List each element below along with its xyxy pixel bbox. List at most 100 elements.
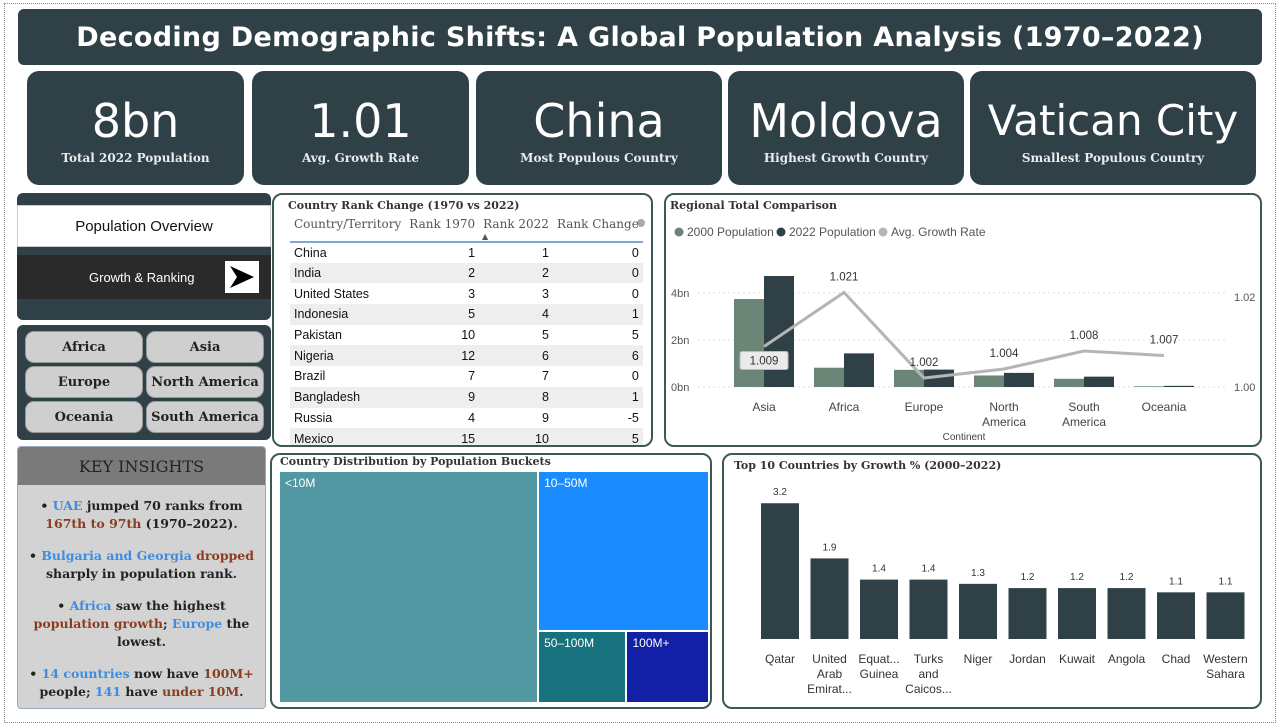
table-cell: 4 bbox=[468, 410, 476, 425]
table-cell: 1 bbox=[468, 245, 476, 260]
table-cell: 6 bbox=[552, 345, 643, 367]
table-row[interactable]: Brazil 7 7 0 bbox=[290, 366, 643, 387]
legend-label: Avg. Growth Rate bbox=[891, 225, 986, 239]
slicer-south-america-button[interactable]: South America bbox=[146, 401, 264, 433]
table-row[interactable]: United States 3 3 0 bbox=[290, 283, 643, 304]
table-row[interactable]: Pakistan 10 5 5 bbox=[290, 325, 643, 346]
x-tick-label: America bbox=[1062, 415, 1106, 429]
slicer-asia-button[interactable]: Asia bbox=[146, 331, 264, 363]
x-tick-label: Arab bbox=[817, 667, 843, 681]
growth-bar bbox=[909, 579, 948, 639]
table-cell: 10 bbox=[479, 428, 553, 445]
growth-data-label: 1.009 bbox=[750, 356, 779, 368]
kpi-value: Moldova bbox=[749, 94, 943, 148]
treemap-cell[interactable]: <10M bbox=[280, 472, 538, 702]
x-tick-label: Niger bbox=[964, 652, 993, 666]
column-header[interactable]: Country/Territory bbox=[290, 217, 406, 243]
legend-label: 2022 Population bbox=[789, 225, 876, 239]
table-cell: 9 bbox=[405, 386, 480, 408]
nav-growth-ranking-button[interactable]: Growth & Ranking bbox=[17, 255, 271, 299]
table-cell: 1 bbox=[542, 245, 549, 260]
table-cell: Mexico bbox=[290, 428, 406, 445]
bar-2022-population bbox=[1084, 376, 1114, 387]
x-tick-label: Oceania bbox=[1142, 400, 1187, 414]
population-buckets-card: Country Distribution by Population Bucke… bbox=[270, 453, 712, 709]
x-tick-label: Emirat... bbox=[807, 682, 852, 696]
arrow-right-icon bbox=[225, 261, 259, 293]
slicer-north-america-button[interactable]: North America bbox=[146, 366, 264, 398]
table-row[interactable]: India 2 2 0 bbox=[290, 262, 643, 284]
table-cell: Brazil bbox=[294, 369, 326, 384]
bar-2022-population bbox=[764, 275, 794, 387]
growth-data-label: 1.004 bbox=[990, 348, 1019, 360]
x-tick-label: United bbox=[812, 652, 847, 666]
table-row[interactable]: China 1 1 0 bbox=[290, 242, 643, 263]
growth-bar bbox=[959, 583, 997, 639]
slicer-oceania-button[interactable]: Oceania bbox=[25, 401, 143, 433]
column-header[interactable]: Rank 1970 bbox=[405, 217, 480, 243]
x-tick-label: Qatar bbox=[765, 652, 795, 666]
table-row[interactable]: Bangladesh 9 8 1 bbox=[290, 386, 643, 408]
nav-label: Growth & Ranking bbox=[89, 269, 195, 285]
kpi-card-smallest-country: Vatican City Smallest Populous Country bbox=[970, 71, 1256, 185]
table-row[interactable]: Mexico 15 10 5 bbox=[290, 428, 643, 445]
treemap-cell[interactable]: 50–100M bbox=[539, 631, 626, 702]
kpi-value: Vatican City bbox=[987, 96, 1239, 145]
table-cell: 8 bbox=[479, 386, 553, 408]
table-cell: 5 bbox=[542, 328, 549, 343]
column-header[interactable]: Rank 2022 bbox=[479, 217, 553, 243]
bar-value-label: 1.1 bbox=[1169, 576, 1183, 587]
growth-data-label: 1.021 bbox=[830, 272, 859, 284]
growth-bar bbox=[1058, 588, 1096, 639]
page-navigation: Population Overview Growth & Ranking bbox=[17, 193, 271, 320]
insight-item: • Bulgaria and Georgia dropped sharply i… bbox=[29, 548, 254, 581]
sort-ascending-icon: ▲ bbox=[482, 232, 489, 241]
table-cell: 5 bbox=[631, 328, 639, 343]
x-tick-label: Angola bbox=[1108, 652, 1146, 666]
table-cell: Russia bbox=[294, 410, 333, 425]
x-tick-label: America bbox=[982, 415, 1026, 429]
y-tick-label: 4bn bbox=[671, 288, 689, 300]
growth-data-label: 1.002 bbox=[910, 357, 939, 369]
growth-chart-title: Top 10 Countries by Growth % (2000–2022) bbox=[734, 459, 1002, 472]
legend-marker bbox=[674, 227, 684, 237]
key-insights-panel: KEY INSIGHTS • UAE jumped 70 ranks from … bbox=[17, 446, 266, 709]
growth-rate-line bbox=[763, 290, 1165, 380]
table-cell: 5 bbox=[552, 428, 643, 445]
bar-value-label: 1.9 bbox=[823, 542, 837, 553]
bar-2022-population bbox=[924, 369, 954, 387]
dashboard-title: Decoding Demographic Shifts: A Global Po… bbox=[76, 21, 1204, 53]
nav-population-overview-button[interactable]: Population Overview bbox=[17, 205, 271, 247]
bar-value-label: 1.2 bbox=[1021, 572, 1035, 583]
bar-2022-population bbox=[1004, 372, 1034, 387]
table-cell: 0 bbox=[631, 369, 639, 384]
bar-2000-population bbox=[734, 299, 764, 387]
table-cell: 12 bbox=[405, 345, 480, 367]
table-cell: -5 bbox=[627, 410, 639, 425]
treemap-cell[interactable]: 100M+ bbox=[627, 631, 708, 702]
table-cell: 2 bbox=[479, 262, 553, 284]
table-row[interactable]: Indonesia 5 4 1 bbox=[290, 304, 643, 325]
table-row[interactable]: Russia 4 9 -5 bbox=[290, 408, 643, 429]
kpi-label: Highest Growth Country bbox=[763, 151, 929, 165]
table-cell: 6 bbox=[479, 345, 553, 367]
kpi-card-total-population: 8bn Total 2022 Population bbox=[27, 71, 244, 185]
x-tick-label: Chad bbox=[1162, 652, 1191, 666]
table-row[interactable]: Nigeria 12 6 6 bbox=[290, 345, 643, 367]
column-header[interactable]: Rank Change bbox=[552, 217, 643, 243]
bar-2022-population bbox=[1164, 385, 1194, 387]
table-cell: 15 bbox=[405, 428, 480, 445]
slicer-africa-button[interactable]: Africa bbox=[25, 331, 143, 363]
kpi-card-growth-rate: 1.01 Avg. Growth Rate bbox=[252, 71, 469, 185]
bar-2000-population bbox=[814, 367, 844, 387]
treemap-cell[interactable]: 10–50M bbox=[539, 472, 708, 630]
bar-2022-population bbox=[844, 353, 874, 387]
growth-bar bbox=[1206, 592, 1245, 639]
kpi-value: China bbox=[533, 94, 665, 148]
bar-2000-population bbox=[894, 369, 924, 387]
table-cell: India bbox=[290, 262, 406, 284]
bar-value-label: 1.4 bbox=[872, 564, 886, 575]
x-tick-label: Guinea bbox=[860, 667, 899, 681]
growth-bar bbox=[1107, 588, 1146, 639]
slicer-europe-button[interactable]: Europe bbox=[25, 366, 143, 398]
